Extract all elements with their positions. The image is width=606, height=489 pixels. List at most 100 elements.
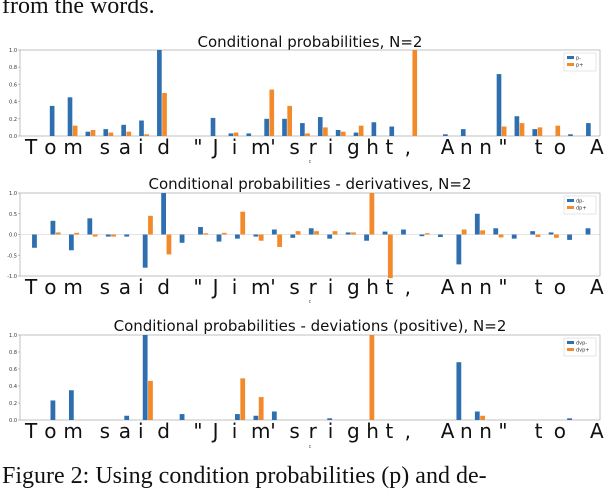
- bar-p--10: [210, 117, 216, 136]
- legend-label: p+: [576, 63, 583, 69]
- y-tick-label: 0.0: [9, 233, 17, 239]
- x-tick-label: o: [554, 135, 566, 159]
- y-tick-label: 1.0: [9, 191, 17, 197]
- chart-title: Conditional probabilities - deviations (…: [114, 317, 507, 335]
- x-tick-label: o: [554, 419, 566, 443]
- chart-panel-1: Conditional probabilities, N=2 0.0 0.2 0.4 0…: [9, 33, 604, 165]
- x-tick-label: A: [590, 135, 604, 159]
- bar-p+-21: [412, 50, 418, 136]
- x-tick-label: g: [347, 135, 360, 159]
- bar-p+-15: [305, 133, 310, 136]
- bar-dp+-11: [240, 211, 246, 235]
- y-tick-label: 0.2: [9, 401, 17, 407]
- x-tick-label: J: [211, 275, 219, 299]
- bar-p+-29: [555, 125, 561, 136]
- x-tick-label: ": [193, 135, 202, 159]
- bar-dp+-21: [424, 233, 430, 235]
- bar-dvp+-12: [258, 397, 264, 420]
- x-tick-label: n: [479, 135, 492, 159]
- bar-p+-26: [501, 126, 507, 136]
- x-tick-label: d: [157, 419, 170, 443]
- bar-p+-27: [519, 123, 525, 136]
- bar-dp--1: [50, 220, 56, 235]
- bar-p--23: [443, 134, 448, 136]
- bar-dp--17: [345, 232, 351, 235]
- bar-dp--24: [474, 213, 480, 235]
- bar-dp+-6: [148, 215, 153, 235]
- bar-dp--30: [585, 228, 591, 235]
- bar-p--14: [282, 118, 287, 136]
- bar-p+-28: [537, 127, 543, 136]
- x-tick-label: A: [441, 135, 455, 159]
- x-tick-label: o: [44, 275, 56, 299]
- bar-p--19: [371, 122, 377, 136]
- bar-dvp--16: [327, 418, 333, 420]
- y-tick-label: 0.0: [9, 418, 17, 424]
- x-tick-label: d: [157, 275, 170, 299]
- bar-dp+-19: [387, 234, 393, 279]
- x-tick-label: m: [63, 275, 82, 299]
- bar-dvp+-18: [369, 335, 375, 420]
- x-tick-label: T: [24, 419, 38, 443]
- bar-dp--22: [437, 234, 443, 237]
- bar-dp--4: [105, 234, 111, 237]
- bar-dvp--29: [567, 418, 572, 420]
- x-tick-label: i: [138, 419, 144, 443]
- bar-dvp--1: [50, 400, 56, 420]
- x-tick-label: T: [24, 275, 38, 299]
- bar-dp+-3: [92, 234, 98, 237]
- x-tick-label: t: [385, 275, 393, 299]
- bar-p+-3: [90, 129, 96, 136]
- bar-p--12: [246, 133, 252, 136]
- x-tick-label: i: [138, 275, 144, 299]
- legend-label: dp-: [576, 199, 584, 205]
- bar-dp+-23: [461, 229, 467, 235]
- x-tick-label: n: [460, 275, 473, 299]
- x-tick-label: n: [460, 419, 473, 443]
- x-tick-label: i: [328, 135, 334, 159]
- bar-dp+-4: [111, 234, 116, 237]
- bar-dp--6: [142, 234, 148, 268]
- x-tick-label: d: [157, 135, 170, 159]
- bar-dp--11: [235, 234, 240, 239]
- bar-dp+-1: [55, 232, 61, 235]
- y-tick-label: 0.6: [9, 367, 17, 373]
- top-text: from the words.: [2, 0, 155, 19]
- bar-dvp--6: [142, 335, 148, 420]
- bar-dp+-14: [295, 231, 301, 235]
- x-tick-label: ": [498, 135, 507, 159]
- bar-dp+-9: [203, 233, 209, 235]
- bar-dp+-16: [332, 231, 338, 235]
- bar-dvp--5: [124, 415, 130, 420]
- x-tick-label: r: [309, 419, 318, 443]
- x-tick-label: J: [211, 135, 219, 159]
- x-tick-label: g: [347, 419, 360, 443]
- x-tick-label: ": [193, 275, 202, 299]
- bar-dp+-7: [166, 234, 172, 255]
- bar-dp--15: [308, 228, 314, 235]
- y-tick-label: 0.4: [9, 384, 17, 390]
- bar-p+-6: [144, 134, 149, 136]
- bar-dp--27: [530, 231, 536, 235]
- x-tick-label: r: [309, 275, 318, 299]
- legend-swatch: [567, 348, 574, 351]
- bar-dvp--11: [235, 414, 240, 420]
- x-tick-label: ': [270, 275, 276, 299]
- bar-p--1: [49, 105, 55, 136]
- bar-dp--19: [382, 231, 388, 235]
- bar-dp--28: [548, 232, 554, 235]
- chart-panel-3: Conditional probabilities - deviations (…: [9, 317, 604, 450]
- bar-dp+-18: [369, 193, 375, 235]
- x-tick-label: A: [590, 419, 604, 443]
- y-tick-label: 0.5: [9, 212, 17, 218]
- bar-p--6: [139, 120, 144, 136]
- x-tick-label: A: [441, 275, 455, 299]
- x-tick-label: ": [498, 275, 507, 299]
- x-tick-label: s: [100, 275, 110, 299]
- plot-area: [19, 334, 601, 421]
- bar-p--2: [67, 97, 73, 136]
- bar-dp--12: [253, 234, 259, 237]
- x-tick-label: r: [309, 135, 318, 159]
- bar-dp--26: [511, 234, 517, 239]
